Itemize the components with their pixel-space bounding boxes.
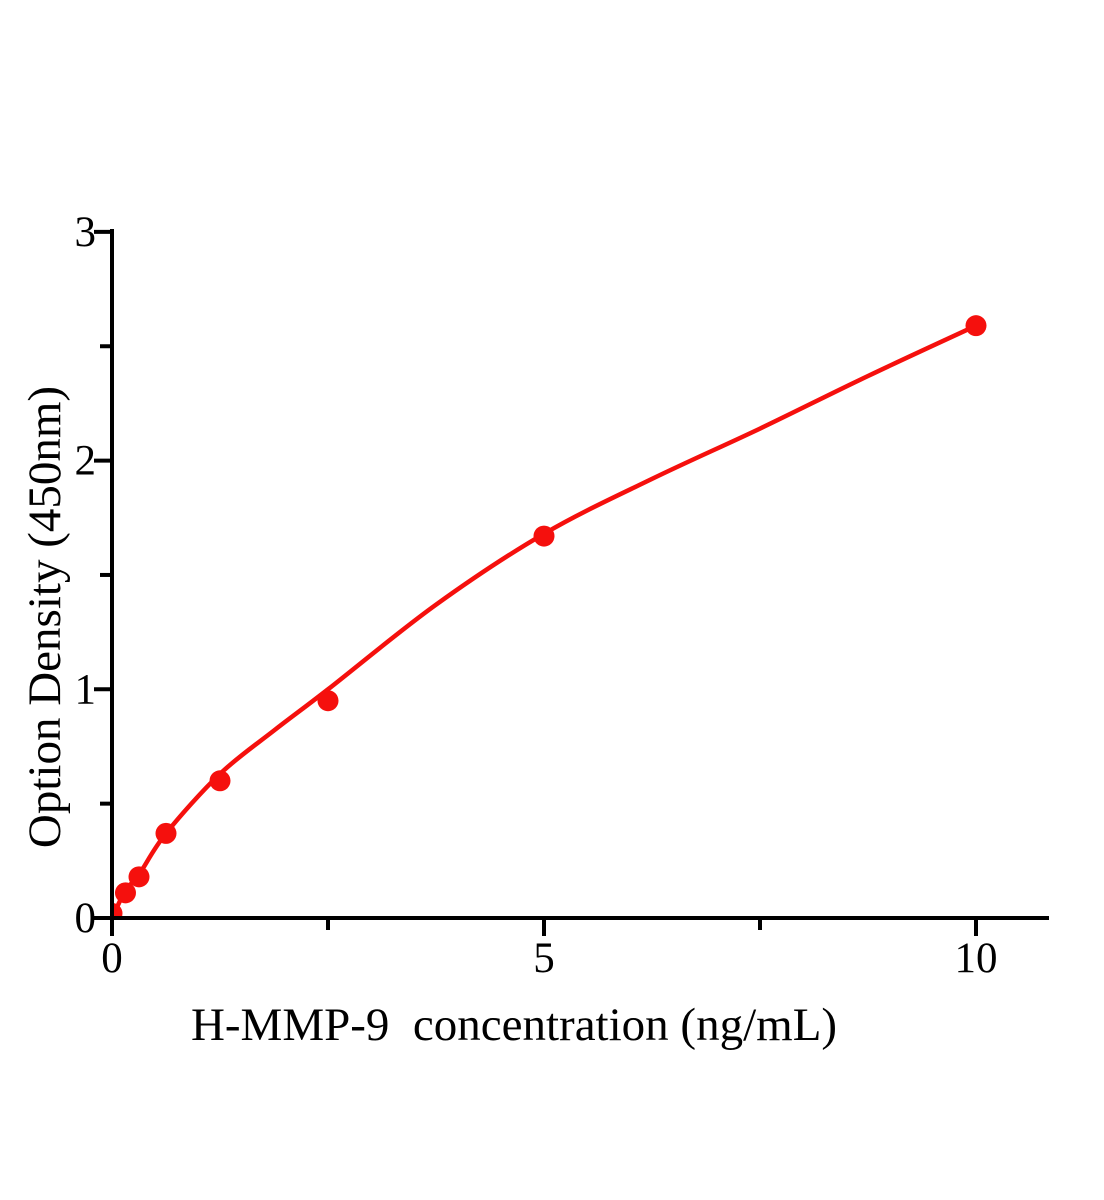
plot-area: [112, 315, 987, 918]
data-point: [317, 690, 339, 712]
data-point: [114, 882, 136, 904]
y-tick-label: 0: [75, 895, 97, 942]
data-point: [209, 770, 231, 792]
x-tick-label: 10: [955, 935, 998, 982]
data-point: [533, 525, 555, 547]
y-tick-label: 1: [75, 666, 97, 713]
data-point: [155, 822, 177, 844]
fit-curve: [112, 323, 979, 918]
axes: [94, 229, 1049, 936]
data-point: [965, 315, 987, 337]
y-tick-label: 2: [75, 438, 97, 485]
x-tick-label: 5: [533, 935, 555, 982]
data-point: [112, 902, 123, 918]
y-axis-title: Option Density (450nm): [19, 385, 72, 849]
tick-labels: 0 5 10 0 1 2 3: [75, 209, 998, 982]
x-tick-label: 0: [101, 935, 123, 982]
data-point: [128, 866, 150, 888]
x-axis-title: H-MMP-9 concentration (ng/mL): [190, 999, 838, 1051]
y-tick-label: 3: [75, 209, 97, 256]
